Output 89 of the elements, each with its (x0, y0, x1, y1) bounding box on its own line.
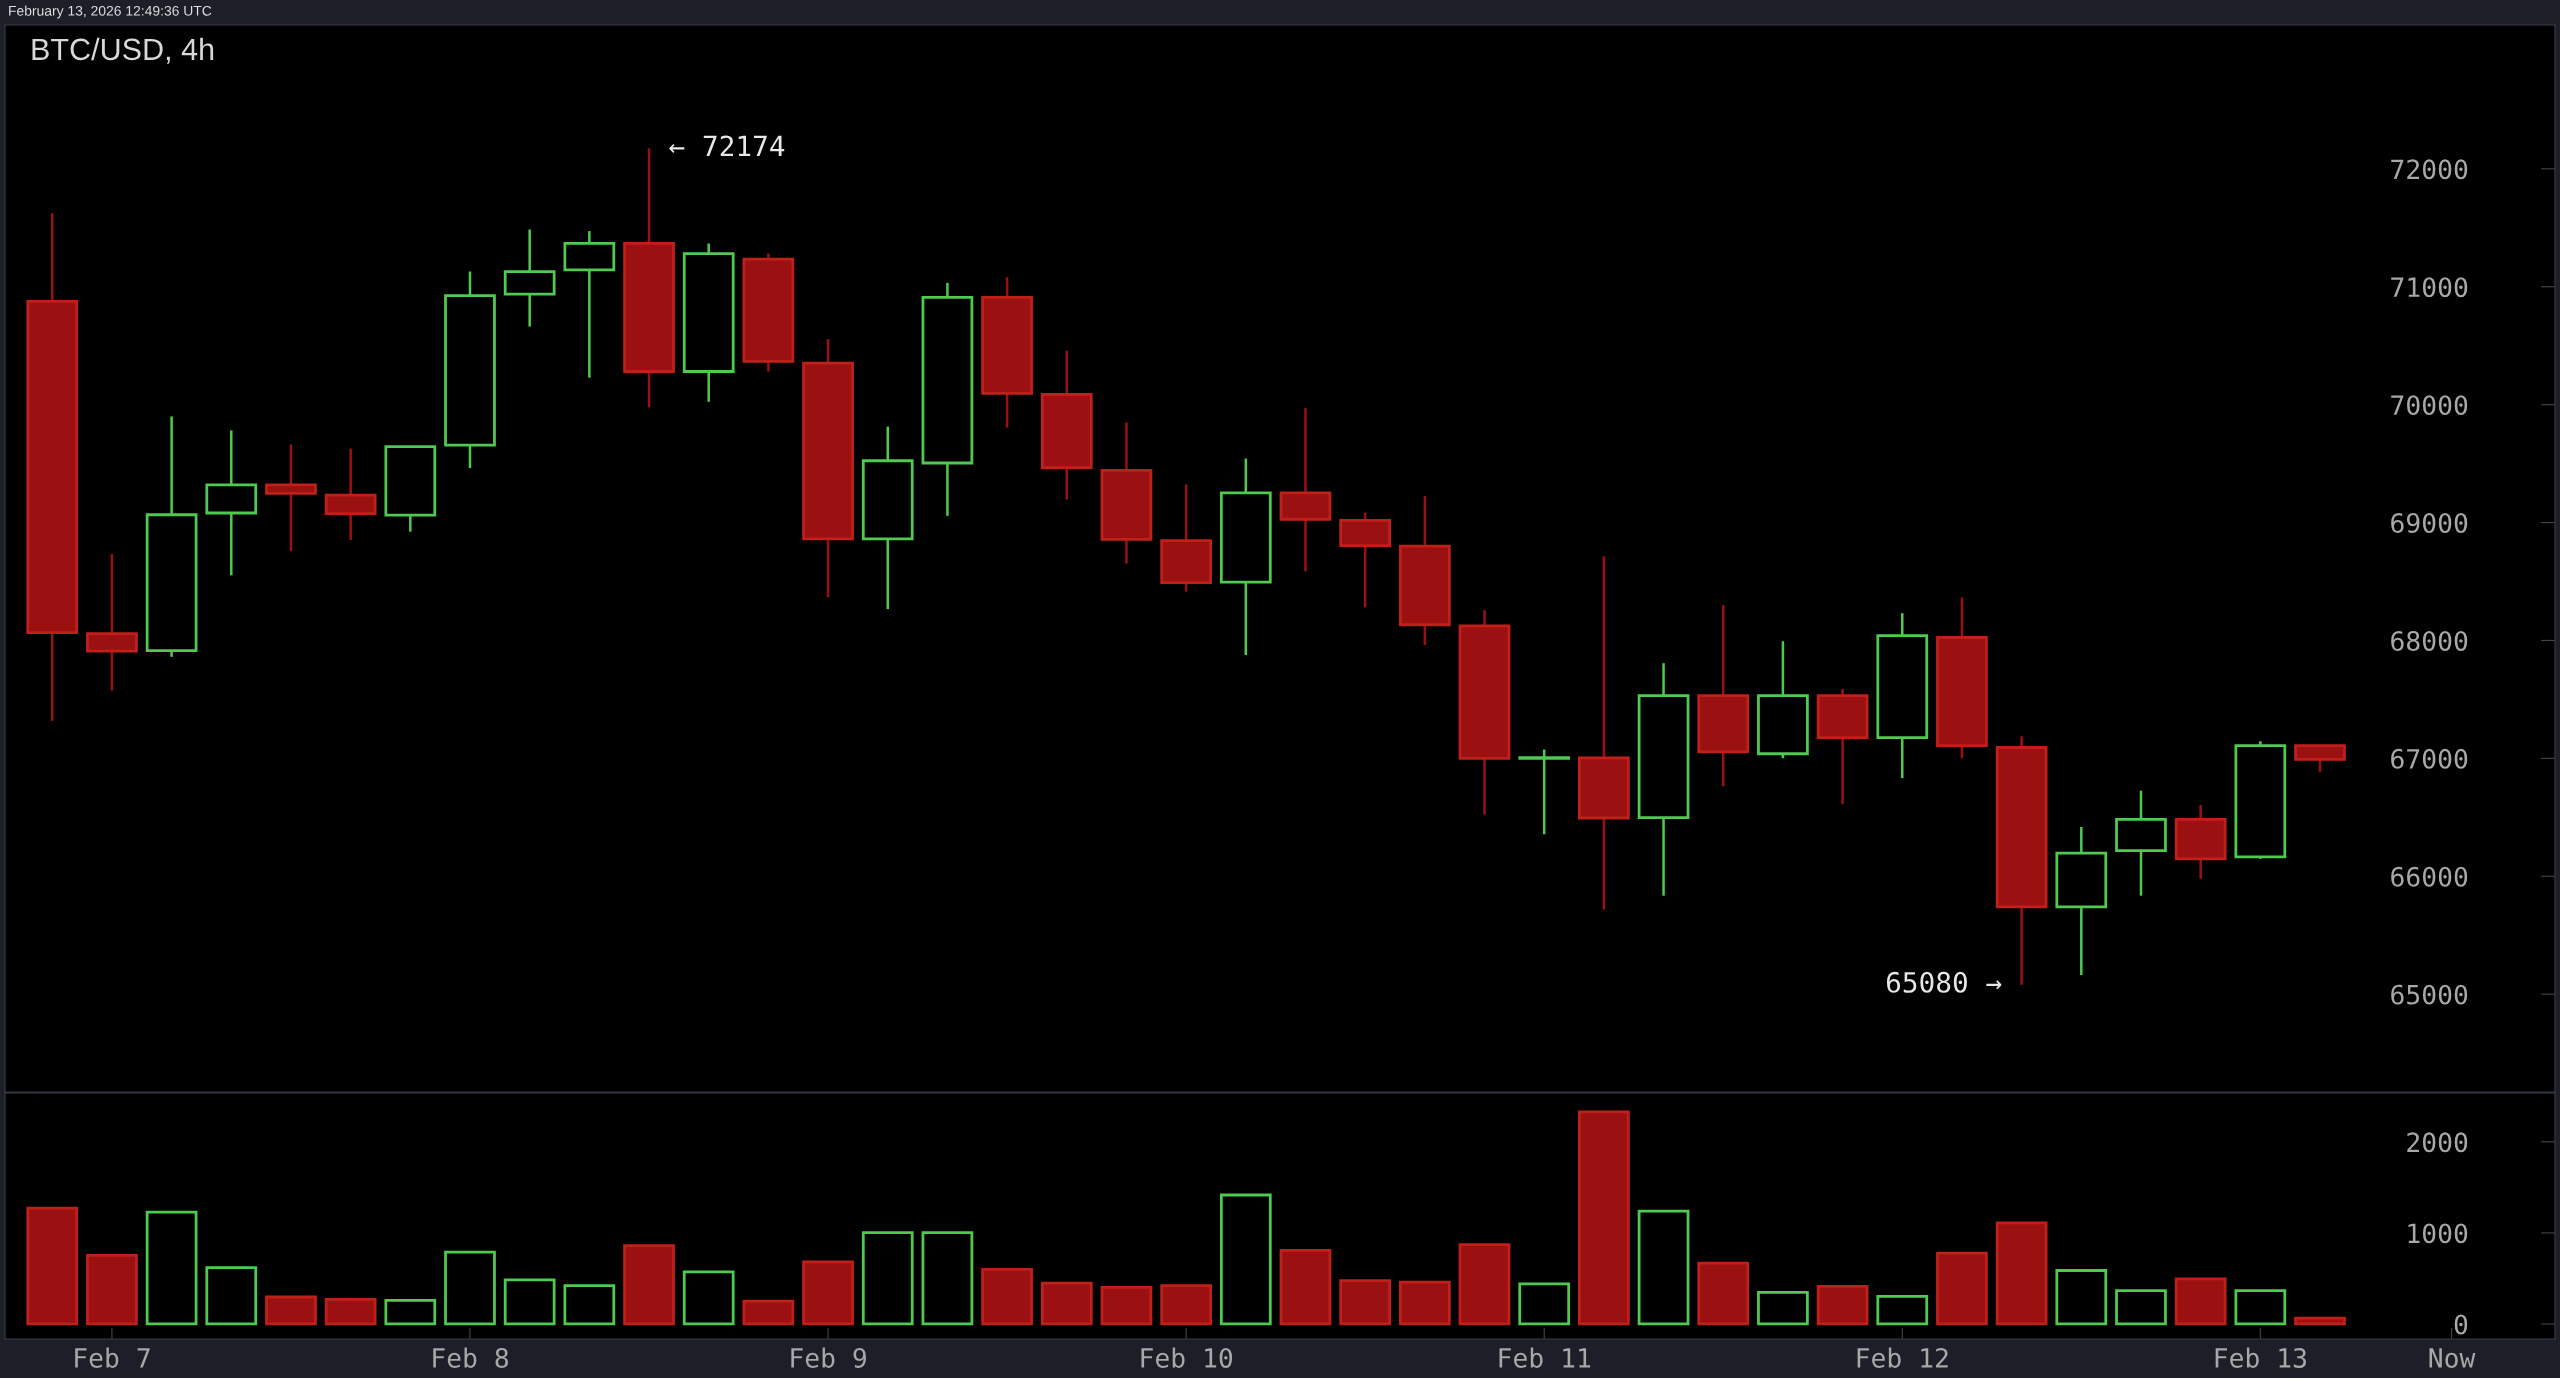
bar (921, 1231, 974, 1326)
bar (26, 1206, 79, 1326)
candlestick (2115, 789, 2167, 897)
candlestick (265, 443, 317, 553)
bar (2294, 1316, 2346, 1326)
y-tick-label: 69000 (2391, 513, 2468, 534)
bar (1816, 1284, 1869, 1326)
y-tick-label: 65000 (2391, 984, 2468, 1005)
candlestick (1219, 457, 1272, 657)
x-tick-label: Feb 8 (433, 1347, 509, 1368)
x-tick-label: Feb 11 (1499, 1347, 1591, 1368)
candlestick (2055, 825, 2108, 977)
candlestick (1637, 661, 1690, 897)
bar (1876, 1294, 1929, 1326)
y-tick-label: 71000 (2391, 277, 2468, 298)
y-tick-label: 68000 (2391, 630, 2468, 651)
y-tick-label: 0 (2454, 1314, 2468, 1335)
candlestick (1040, 349, 1093, 501)
bar (1100, 1285, 1153, 1326)
candlestick (1398, 494, 1451, 647)
bar (444, 1250, 496, 1326)
candlestick (444, 270, 496, 470)
x-tick-label: Feb 13 (2215, 1347, 2307, 1368)
bar (563, 1284, 616, 1326)
bar (802, 1260, 854, 1326)
candlestick (921, 281, 974, 518)
bar (2174, 1277, 2227, 1326)
candlestick (26, 211, 79, 723)
bar (1458, 1243, 1511, 1326)
annotation: 65080 → (1886, 971, 2002, 993)
y-tick-label: 70000 (2391, 395, 2468, 416)
x-tick-label: Feb 10 (1141, 1347, 1233, 1368)
candlestick (802, 337, 854, 599)
chart-title: BTC/USD, 4h (32, 37, 214, 64)
candlestick (682, 242, 735, 404)
candlestick (86, 552, 138, 692)
bar (1936, 1251, 1988, 1326)
bar (682, 1270, 735, 1326)
bar (742, 1299, 795, 1326)
bar (1219, 1193, 1272, 1326)
candlestick (205, 429, 258, 577)
bar (1578, 1110, 1630, 1326)
x-tick-label: Feb 9 (791, 1347, 866, 1368)
bar (1518, 1282, 1571, 1326)
bar (1279, 1249, 1332, 1326)
bar (1339, 1279, 1392, 1326)
x-tick-label: Now (2429, 1348, 2476, 1368)
candlestick (1100, 421, 1153, 565)
candlestick (861, 425, 914, 611)
bar (265, 1295, 317, 1326)
candlestick (2174, 803, 2227, 880)
bar (503, 1278, 556, 1326)
y-tick-label: 66000 (2391, 866, 2468, 887)
bar (981, 1267, 1033, 1326)
x-tick-label: Feb 7 (75, 1347, 150, 1368)
bar (1398, 1280, 1451, 1326)
candlestick (503, 228, 556, 328)
x-tick-label: Feb 12 (1857, 1347, 1948, 1368)
bar (861, 1231, 914, 1326)
candlestick (1578, 555, 1630, 911)
bar (2055, 1269, 2108, 1326)
bar (1160, 1284, 1212, 1326)
candlestick (145, 415, 198, 659)
bar (2234, 1289, 2287, 1326)
y-tick-label: 67000 (2391, 748, 2468, 769)
candlestick (1458, 608, 1511, 816)
y-tick-label: 1000 (2408, 1223, 2468, 1244)
candlestick (563, 229, 616, 379)
annotation: ← 72174 (669, 135, 785, 157)
y-tick-label: 2000 (2407, 1132, 2468, 1153)
bar (324, 1298, 377, 1326)
bar (205, 1266, 258, 1326)
bar (1697, 1261, 1750, 1326)
candlestick (1279, 406, 1332, 573)
bar (384, 1298, 437, 1326)
text: February 13, 2026 12:49:36 UTC (9, 5, 212, 19)
bar (145, 1210, 198, 1326)
y-tick-label: 72000 (2391, 159, 2468, 180)
bar (2115, 1289, 2167, 1326)
bar (1995, 1221, 2048, 1326)
bar (1637, 1209, 1690, 1326)
candlestick (1697, 603, 1750, 788)
bar (1040, 1281, 1093, 1326)
candlestick (324, 447, 377, 542)
bar (86, 1254, 138, 1326)
candlestick (1876, 611, 1929, 780)
candlestick (981, 275, 1033, 429)
bar (1757, 1290, 1809, 1326)
bar (623, 1244, 675, 1326)
